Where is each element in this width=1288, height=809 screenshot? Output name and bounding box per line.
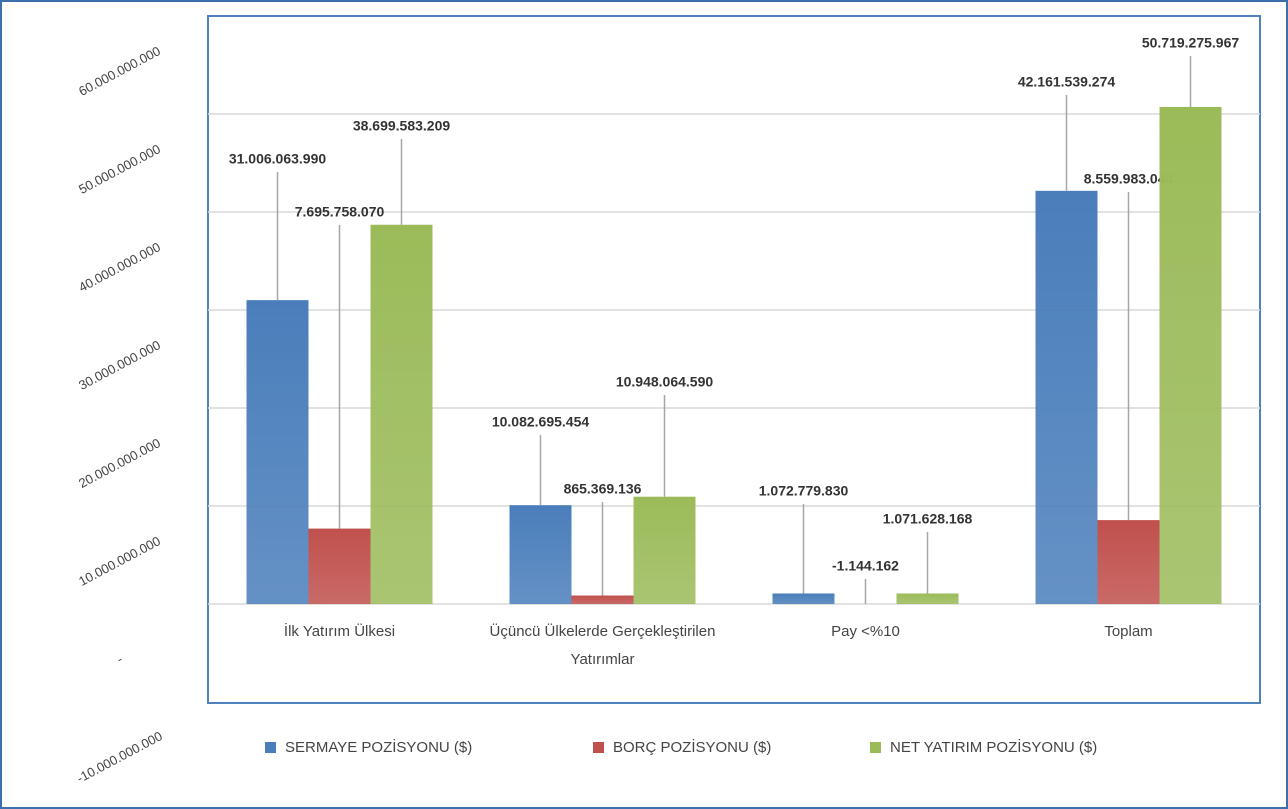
bar (308, 528, 371, 604)
data-label: 42.161.539.274 (1018, 74, 1116, 90)
bar (370, 224, 433, 604)
bar (1097, 520, 1160, 604)
legend-label: BORÇ POZİSYONU ($) (613, 738, 771, 756)
data-label: 10.948.064.590 (616, 374, 714, 390)
legend-swatch (593, 742, 604, 753)
x-tick-label: Toplam (1104, 623, 1153, 640)
data-label: 10.082.695.454 (492, 414, 590, 430)
bar (1035, 190, 1098, 605)
bar (509, 505, 572, 604)
bar (772, 593, 835, 604)
bar (1159, 106, 1222, 604)
legend-swatch (265, 742, 276, 753)
bar (246, 300, 309, 604)
legend-label: SERMAYE POZİSYONU ($) (285, 738, 472, 756)
data-label: 865.369.136 (564, 481, 642, 497)
y-tick-label: - (114, 651, 125, 666)
data-label: 8.559.983.044 (1084, 171, 1174, 187)
data-label: 1.071.628.168 (883, 511, 973, 527)
y-tick-label: 20.000.000.000 (76, 435, 163, 491)
legend-label: NET YATIRIM POZİSYONU ($) (890, 738, 1097, 756)
legend-swatch (870, 742, 881, 753)
x-tick-label: Üçüncü Ülkelerde Gerçekleştirilen Yatırı… (489, 623, 716, 668)
y-tick-label: 60.000.000.000 (76, 43, 163, 99)
bar (571, 595, 634, 604)
y-tick-label: 30.000.000.000 (76, 337, 163, 393)
bar (633, 496, 696, 604)
data-label: 1.072.779.830 (759, 483, 849, 499)
data-label: 50.719.275.967 (1142, 35, 1240, 51)
x-tick-label: İlk Yatırım Ülkesi (283, 623, 396, 640)
y-tick-label: -10.000.000.000 (74, 728, 165, 786)
data-label: -1.144.162 (832, 558, 899, 574)
data-label: 31.006.063.990 (229, 151, 327, 167)
bar (896, 593, 959, 604)
data-label: 7.695.758.070 (295, 204, 385, 220)
y-tick-label: 50.000.000.000 (76, 141, 163, 197)
y-tick-label: 10.000.000.000 (76, 533, 163, 589)
data-label: 38.699.583.209 (353, 118, 451, 134)
plot-frame (207, 15, 1261, 704)
y-tick-label: 40.000.000.000 (76, 239, 163, 295)
x-tick-label: Pay <%10 (831, 623, 900, 640)
